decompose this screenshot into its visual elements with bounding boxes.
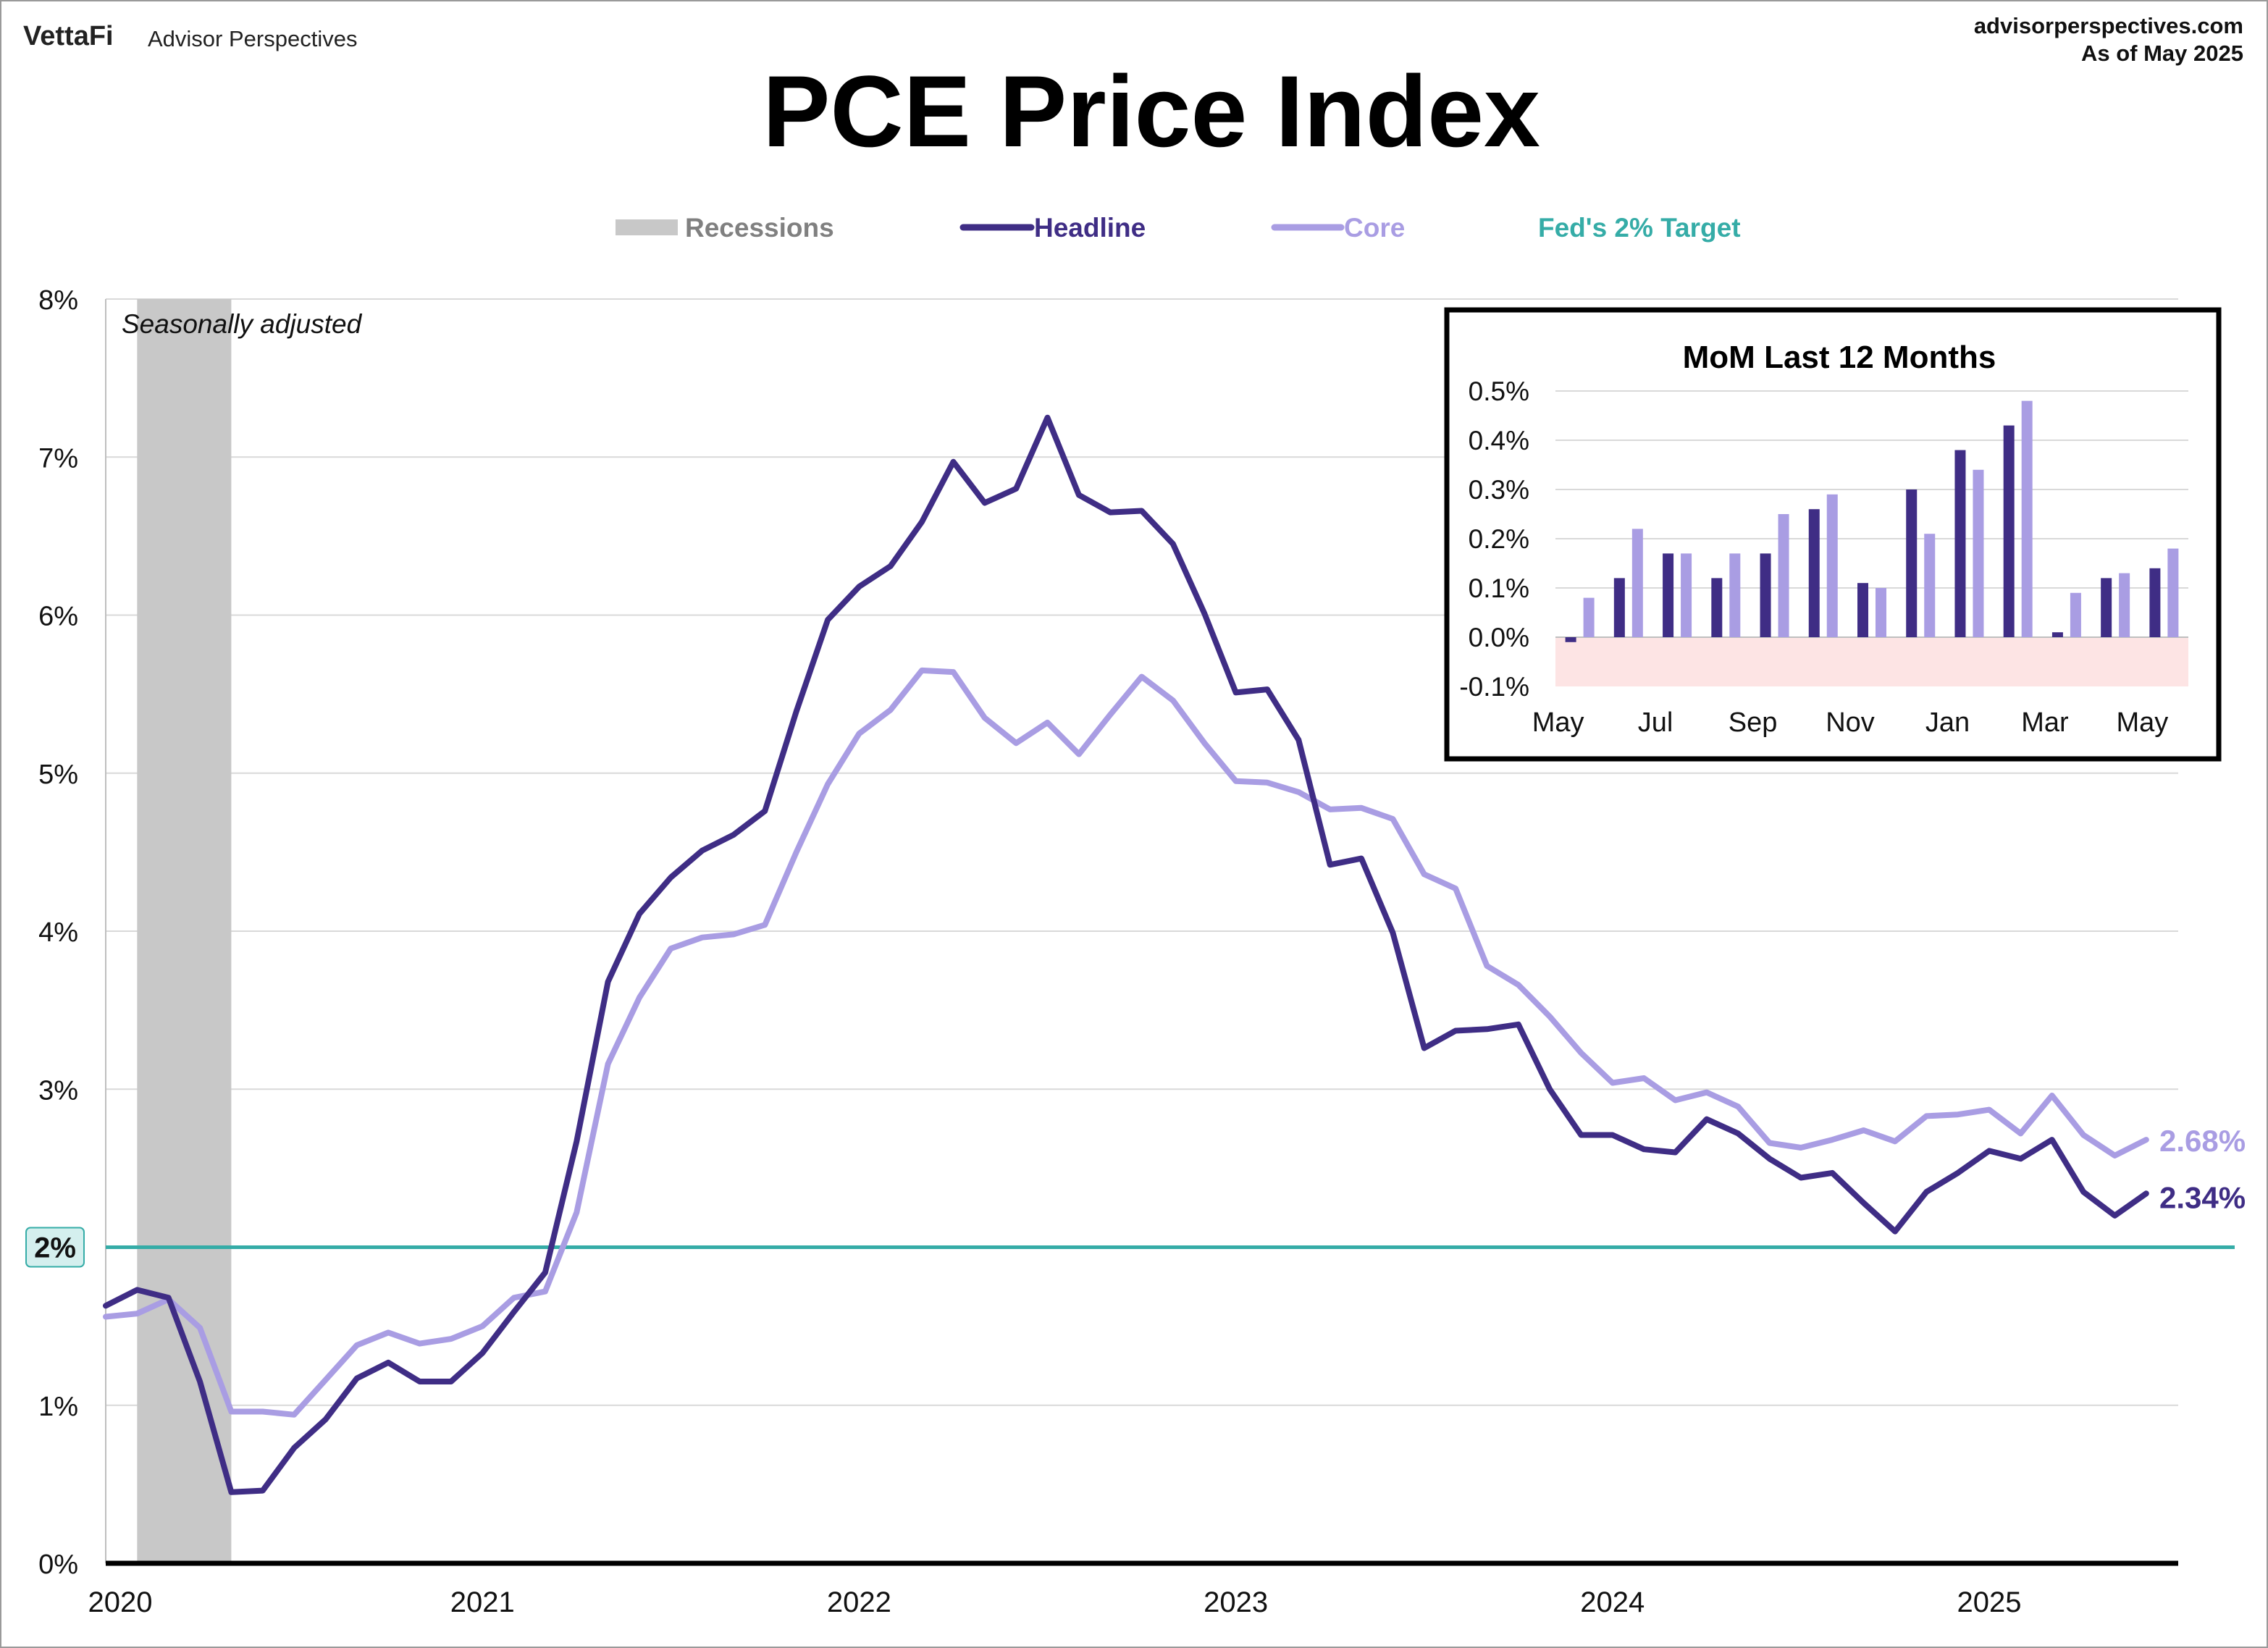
inset-bar-headline [1663,553,1674,637]
inset-bar-core [1778,514,1789,637]
inset-negative-band [1555,637,2188,686]
y-tick-label: 4% [38,917,78,948]
inset-y-tick-label: 0.3% [1469,475,1529,505]
inset-bar-core [1729,553,1741,637]
inset-x-tick-label: Jul [1638,707,1673,738]
x-tick-label: 2022 [827,1586,891,1618]
inset-bar-headline [2101,578,2112,637]
y-tick-label: 8% [38,285,78,316]
chart-title: PCE Price Index [763,54,1540,168]
negative-zone [1555,637,2188,686]
inset-bar-headline [2003,425,2015,637]
inset-bar-headline [2051,632,2063,637]
inset-y-tick-label: 0.5% [1469,377,1529,406]
inset-y-tick-labels: -0.1% 0.0% 0.1% 0.2% 0.3% 0.4% 0.5% [1459,377,1529,702]
x-tick-label: 2023 [1204,1586,1268,1618]
recession-bands [137,299,232,1563]
inset-bar-headline [1613,578,1625,637]
x-tick-label: 2025 [1957,1586,2022,1618]
end-label-core: 2.68% [2159,1124,2246,1158]
inset-x-tick-label: May [1532,707,1584,738]
inset-bar-headline [1808,509,1820,637]
inset-bar-core [2021,400,2033,637]
y-tick-label: 0% [38,1550,78,1580]
y-tick-label: 3% [38,1075,78,1106]
legend-core-label: Core [1344,213,1405,243]
inset-bar-core [1924,534,1936,637]
brand-name: Advisor Perspectives [148,26,357,51]
inset-bar-headline [1760,553,1771,637]
inset-bar-headline [1857,583,1868,637]
inset-bar-core [1973,469,1984,637]
brand-logo: VettaFi [23,21,114,51]
inset-x-tick-label: Jan [1925,707,1970,738]
seasonally-adjusted-note: Seasonally adjusted [122,309,363,339]
inset-y-tick-label: 0.1% [1469,573,1529,603]
target-badge-label: 2% [34,1232,76,1264]
inset-bar-headline [2149,568,2161,637]
inset-y-tick-label: 0.2% [1469,524,1529,554]
inset-x-tick-label: May [2116,707,2168,738]
inset-bar-core [2119,573,2130,637]
inset-x-tick-label: Sep [1729,707,1778,738]
recession-band [137,299,232,1563]
inset-bars [1565,400,2179,642]
inset-bar-core [2167,548,2179,637]
inset-gridlines [1555,390,2188,638]
y-tick-label: 1% [38,1392,78,1422]
inset-bar-core [1681,553,1692,637]
inset-bar-headline [1565,637,1576,642]
inset-x-tick-labels: May Jul Sep Nov Jan Mar May [1532,707,2169,738]
x-tick-label: 2024 [1580,1586,1645,1618]
inset-x-tick-label: Nov [1826,707,1875,738]
x-tick-label: 2021 [450,1586,515,1618]
series-end-labels: 2.34% 2.68% [2159,1124,2246,1214]
x-axis: 2020 2021 2022 2023 2024 2025 [88,1560,2178,1618]
y-tick-label: 7% [38,443,78,474]
y-tick-label: 5% [38,760,78,790]
inset-y-tick-label: 0.4% [1469,426,1529,455]
series-line-headline [103,414,2149,1495]
fed-target-line: 2% [25,1227,2235,1268]
inset-bar-core [1631,529,1643,637]
y-tick-label: 6% [38,602,78,632]
x-tick-label: 2020 [88,1586,153,1618]
inset-bar-core [1583,597,1595,637]
inset-bar-core [1826,494,1838,637]
legend-recessions-label: Recessions [685,213,834,243]
inset-title: MoM Last 12 Months [1683,340,1996,375]
inset-bar-core [2070,592,2081,637]
y-axis-tick-labels: 0% 1% 3% 4% 5% 6% 7% 8% [38,285,78,1580]
legend-recession-swatch [616,219,678,235]
series-line-core [103,667,2149,1418]
inset-bar-headline [1711,578,1723,637]
inset-x-tick-label: Mar [2021,707,2069,738]
line-series [103,414,2149,1495]
inset-bar-headline [1906,489,1918,637]
as-of-date: As of May 2025 [2081,41,2243,66]
source-site: advisorperspectives.com [1974,13,2243,38]
inset-y-tick-label: 0.0% [1469,623,1529,652]
mom-inset-chart: MoM Last 12 Months -0.1% 0.0% 0.1% 0.2% 0.3%… [1444,307,2222,762]
legend: Recessions Headline Core Fed's 2% Target [616,213,1741,243]
inset-y-tick-label: -0.1% [1459,672,1529,702]
end-label-headline: 2.34% [2159,1180,2246,1214]
inset-bar-core [1876,588,1886,637]
legend-target-label: Fed's 2% Target [1538,213,1741,243]
legend-headline-label: Headline [1034,213,1146,243]
target-badge [25,1227,85,1268]
inset-bar-headline [1954,450,1966,637]
